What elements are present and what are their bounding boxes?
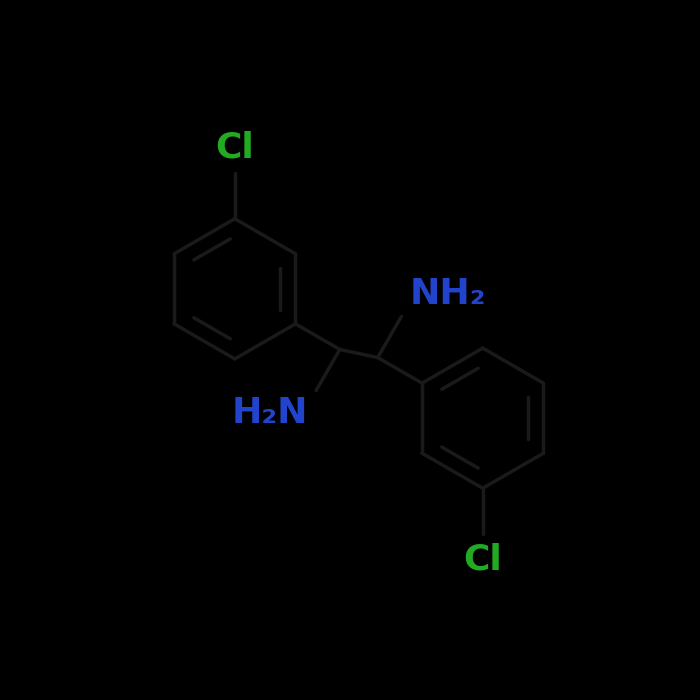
Text: NH₂: NH₂ — [410, 277, 486, 311]
Text: H₂N: H₂N — [232, 396, 308, 430]
Text: Cl: Cl — [216, 130, 254, 164]
Text: Cl: Cl — [463, 542, 502, 577]
